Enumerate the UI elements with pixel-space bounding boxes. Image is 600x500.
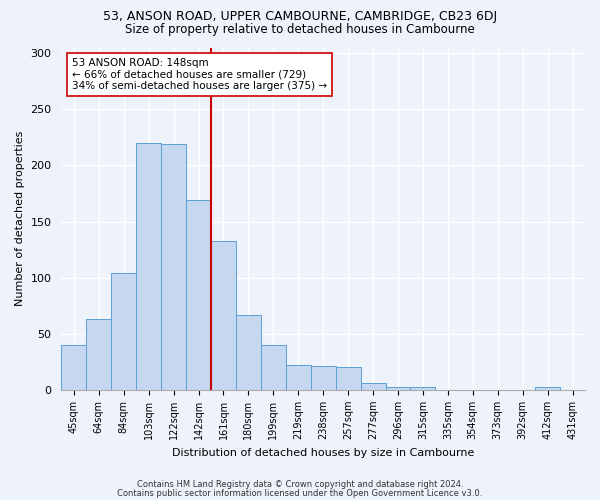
Bar [261, 345, 286, 390]
Text: 53, ANSON ROAD, UPPER CAMBOURNE, CAMBRIDGE, CB23 6DJ: 53, ANSON ROAD, UPPER CAMBOURNE, CAMBRID… [103, 10, 497, 23]
Text: Contains public sector information licensed under the Open Government Licence v3: Contains public sector information licen… [118, 489, 482, 498]
Bar [136, 143, 161, 390]
Bar [286, 365, 311, 390]
Bar [61, 345, 86, 390]
Bar [186, 200, 211, 390]
Bar [236, 314, 261, 390]
Text: Contains HM Land Registry data © Crown copyright and database right 2024.: Contains HM Land Registry data © Crown c… [137, 480, 463, 489]
Y-axis label: Number of detached properties: Number of detached properties [15, 131, 25, 306]
Bar [311, 366, 335, 390]
Text: 53 ANSON ROAD: 148sqm
← 66% of detached houses are smaller (729)
34% of semi-det: 53 ANSON ROAD: 148sqm ← 66% of detached … [72, 58, 327, 91]
X-axis label: Distribution of detached houses by size in Cambourne: Distribution of detached houses by size … [172, 448, 475, 458]
Bar [86, 319, 111, 390]
Bar [535, 386, 560, 390]
Bar [386, 386, 410, 390]
Bar [335, 368, 361, 390]
Bar [410, 386, 436, 390]
Text: Size of property relative to detached houses in Cambourne: Size of property relative to detached ho… [125, 22, 475, 36]
Bar [361, 383, 386, 390]
Bar [161, 144, 186, 390]
Bar [111, 273, 136, 390]
Bar [211, 240, 236, 390]
